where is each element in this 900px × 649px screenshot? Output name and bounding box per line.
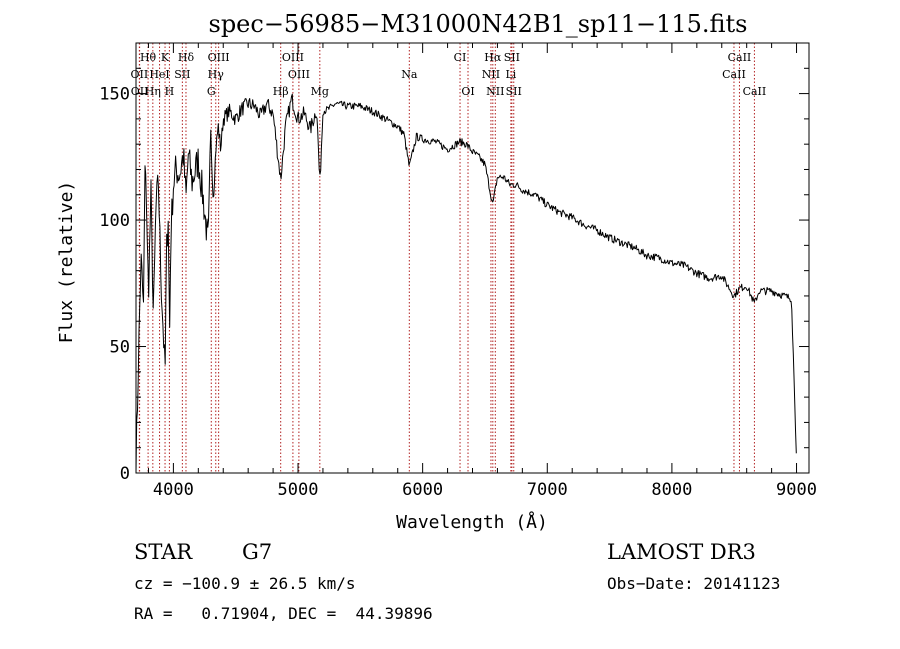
marker-label: OIII — [208, 51, 230, 64]
line-markers — [138, 43, 755, 473]
marker-label: OII — [131, 68, 149, 81]
marker-label: Hα — [484, 51, 502, 64]
marker-label: HeI — [149, 68, 169, 81]
marker-label: Hδ — [178, 51, 195, 64]
x-tick-label: 8000 — [651, 480, 692, 500]
marker-label: CI — [454, 51, 467, 64]
x-axis: 4000 5000 6000 7000 8000 9000 — [147, 43, 817, 500]
marker-label: K — [161, 51, 170, 64]
marker-label: SII — [506, 85, 522, 98]
x-axis-label: Wavelength (Å) — [396, 511, 548, 533]
coordinates: RA = 0.71904, DEC = 44.39896 — [134, 604, 433, 623]
object-class: STAR — [134, 540, 193, 564]
y-axis: 0 50 100 150 — [99, 42, 809, 484]
x-tick-label: 9000 — [776, 480, 817, 500]
y-tick-label: 0 — [120, 464, 130, 484]
marker-label: Li — [505, 68, 516, 81]
x-tick-label: 4000 — [153, 480, 194, 500]
x-tick-label: 6000 — [402, 480, 443, 500]
marker-label: CaII — [728, 51, 752, 64]
plot-frame — [135, 42, 810, 474]
marker-label: H — [165, 85, 175, 98]
obs-date: Obs−Date: 20141123 — [607, 574, 781, 593]
marker-label: OIII — [282, 51, 304, 64]
x-tick-label: 7000 — [527, 480, 568, 500]
marker-label: Hη — [145, 85, 161, 98]
marker-label: CaII — [743, 85, 767, 98]
marker-label: G — [207, 85, 216, 98]
y-axis-label: Flux (relative) — [56, 181, 77, 344]
marker-label: OIII — [288, 68, 310, 81]
redshift-readout: cz = −100.9 ± 26.5 km/s — [134, 574, 356, 593]
marker-label: Hβ — [273, 85, 289, 98]
marker-label: NII — [482, 68, 500, 81]
marker-label: OII — [131, 85, 149, 98]
marker-label: Hθ — [140, 51, 157, 64]
spectrum-line — [135, 93, 797, 474]
x-tick-label: 5000 — [278, 480, 319, 500]
marker-label: OI — [461, 85, 474, 98]
y-tick-label: 150 — [99, 85, 130, 105]
marker-label: Na — [401, 68, 418, 81]
chart-title: spec−56985−M31000N42B1_sp11−115.fits — [209, 10, 748, 38]
marker-label: SII — [504, 51, 520, 64]
y-tick-label: 100 — [99, 211, 130, 231]
marker-label: Mg — [311, 85, 329, 98]
survey-name: LAMOST DR3 — [607, 540, 756, 564]
marker-label: NII — [486, 85, 504, 98]
y-tick-label: 50 — [110, 338, 130, 358]
object-subclass: G7 — [242, 540, 273, 564]
marker-label: SII — [174, 68, 190, 81]
marker-label: Hγ — [208, 68, 225, 81]
marker-label: CaII — [722, 68, 746, 81]
